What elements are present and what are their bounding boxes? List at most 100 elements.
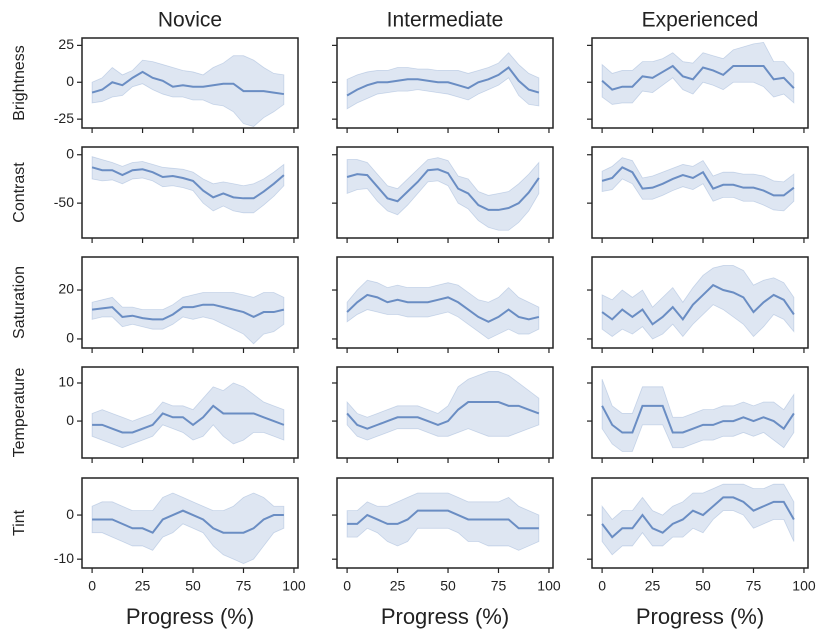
line — [346, 401, 540, 430]
x-tick-label: 75 — [746, 578, 762, 594]
plot-area — [346, 52, 540, 110]
line — [91, 166, 285, 200]
y-axis-label: Contrast — [11, 162, 28, 223]
frame — [81, 477, 299, 569]
panel: -10 0 0 25 50 75 100 Progress (%) Tint — [11, 477, 306, 629]
confidence-band — [346, 371, 540, 441]
panel: 0 20 Saturation — [11, 256, 299, 353]
frame — [591, 37, 809, 129]
frame — [591, 146, 809, 239]
panel — [332, 256, 554, 353]
y-axis-label: Saturation — [11, 266, 28, 339]
plot-area — [91, 382, 285, 449]
confidence-band — [601, 483, 795, 556]
panel — [587, 146, 809, 243]
plot-area — [346, 279, 540, 340]
x-tick-label: 0 — [598, 578, 606, 594]
panel-title: Intermediate — [387, 9, 504, 32]
frame — [81, 256, 299, 349]
panel-title: Novice — [158, 9, 222, 32]
frame — [591, 366, 809, 459]
line — [91, 70, 285, 96]
x-axis-label: Progress (%) — [381, 604, 509, 629]
x-tick-label: 100 — [792, 578, 816, 594]
frame — [336, 146, 554, 239]
y-tick-label: 0 — [66, 330, 74, 346]
plot-area — [601, 483, 795, 556]
plot-area — [601, 265, 795, 340]
confidence-band — [346, 157, 540, 231]
frame — [336, 37, 554, 129]
x-axis-label: Progress (%) — [126, 604, 254, 629]
line — [601, 64, 795, 91]
x-tick-label: 75 — [491, 578, 507, 594]
plot-area — [601, 41, 795, 105]
panel: 0 25 50 75 100 Progress (%) — [332, 477, 561, 629]
confidence-band — [346, 279, 540, 340]
plot-area — [601, 157, 795, 212]
x-tick-label: 75 — [236, 578, 252, 594]
line — [601, 166, 795, 197]
y-tick-label: -25 — [54, 110, 74, 126]
x-axis-label: Progress (%) — [636, 604, 764, 629]
y-axis-label: Brightness — [11, 45, 28, 121]
line — [346, 293, 540, 323]
plot-area — [346, 492, 540, 551]
plot-area — [346, 371, 540, 441]
panel — [587, 366, 809, 463]
x-tick-label: 0 — [88, 578, 96, 594]
confidence-band — [346, 52, 540, 110]
x-tick-label: 50 — [185, 578, 201, 594]
line — [601, 404, 795, 434]
confidence-band — [91, 156, 285, 214]
line — [601, 283, 795, 326]
y-tick-label: 0 — [66, 412, 74, 428]
confidence-band — [91, 492, 285, 565]
plot-area — [91, 55, 285, 127]
frame — [336, 256, 554, 349]
x-tick-label: 25 — [390, 578, 406, 594]
plot-area — [346, 157, 540, 231]
line — [91, 303, 285, 321]
plot-area — [91, 156, 285, 214]
y-tick-label: 25 — [58, 36, 74, 52]
panel-title: Experienced — [642, 9, 759, 32]
plot-area — [601, 379, 795, 452]
x-tick-label: 100 — [282, 578, 306, 594]
confidence-band — [601, 157, 795, 212]
panel: -25 0 25 Novice Brightness — [11, 9, 299, 133]
panel — [332, 146, 554, 243]
panel: Experienced — [587, 9, 809, 133]
frame — [591, 256, 809, 349]
x-tick-label: 50 — [695, 578, 711, 594]
frame — [81, 146, 299, 239]
y-axis-label: Tint — [11, 509, 28, 536]
y-tick-label: -50 — [54, 194, 74, 210]
panel: 0 10 Temperature — [11, 366, 299, 463]
plot-area — [91, 492, 285, 565]
x-tick-label: 100 — [537, 578, 561, 594]
panel: Intermediate — [332, 9, 554, 133]
y-tick-label: 0 — [66, 73, 74, 89]
line — [92, 404, 285, 434]
y-tick-label: 0 — [66, 145, 74, 161]
frame — [591, 477, 809, 569]
y-tick-label: -10 — [54, 550, 74, 566]
x-tick-label: 50 — [440, 578, 456, 594]
line — [346, 66, 540, 97]
frame — [336, 366, 554, 459]
plot-area — [91, 292, 285, 345]
x-tick-label: 25 — [645, 578, 661, 594]
panel: 0 25 50 75 100 Progress (%) — [587, 477, 816, 629]
y-tick-label: 10 — [58, 374, 74, 390]
frame — [81, 37, 299, 129]
panel: -50 0 Contrast — [11, 145, 299, 243]
confidence-band — [91, 382, 285, 449]
frame — [336, 477, 554, 569]
y-tick-label: 20 — [58, 281, 74, 297]
confidence-band — [346, 492, 540, 551]
confidence-band — [601, 379, 795, 452]
panel — [332, 366, 554, 463]
panel — [587, 256, 809, 353]
